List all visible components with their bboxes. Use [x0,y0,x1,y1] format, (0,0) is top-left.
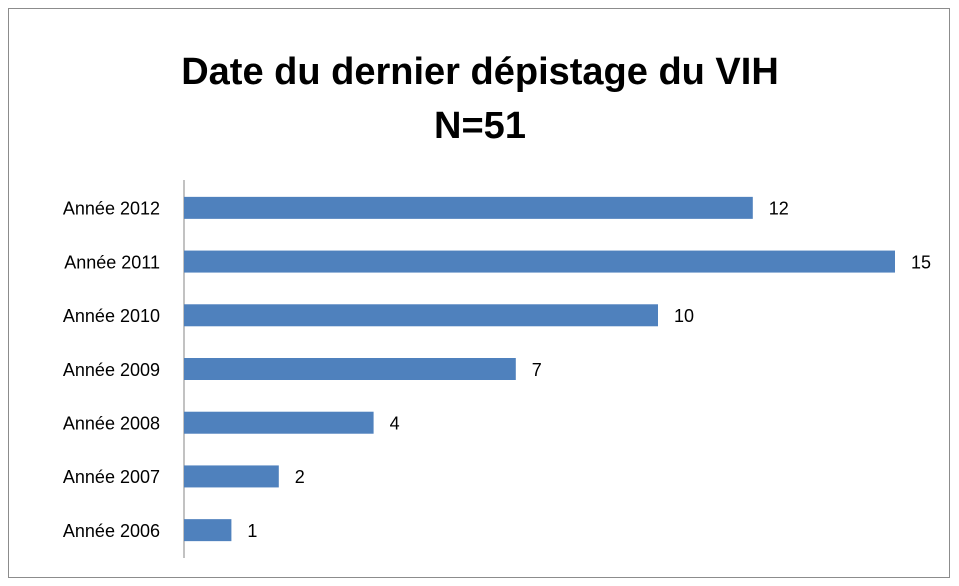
y-tick-label: Année 2010 [63,306,160,326]
value-label: 2 [295,467,305,487]
y-tick-label: Année 2012 [63,199,160,219]
value-label: 15 [911,252,931,272]
bar [184,250,895,273]
y-tick-label: Année 2009 [63,360,160,380]
bar [184,465,279,488]
value-label: 1 [247,521,257,541]
y-tick-label: Année 2011 [64,252,160,272]
y-tick-label: Année 2007 [63,467,160,487]
bar [184,196,753,219]
y-tick-label: Année 2008 [63,413,160,433]
chart-frame [8,8,950,578]
bar [184,411,374,434]
bar [184,358,516,380]
value-label: 12 [769,199,789,219]
value-label: 4 [390,413,400,433]
value-label: 10 [674,306,694,326]
y-tick-label: Année 2006 [63,521,160,541]
value-label: 7 [532,360,542,380]
chart-title: Date du dernier dépistage du VIH [181,51,779,93]
bar [184,519,232,542]
chart-subtitle: N=51 [434,105,526,147]
bar [184,304,658,327]
